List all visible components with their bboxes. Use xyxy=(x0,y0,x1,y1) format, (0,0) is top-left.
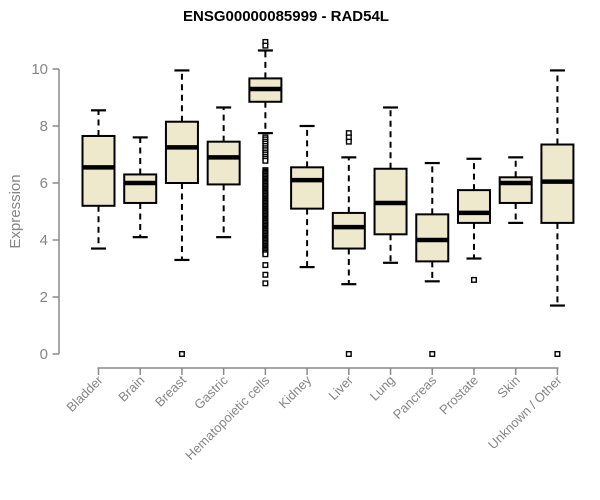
y-tick-label: 6 xyxy=(40,175,48,192)
outlier-point xyxy=(262,157,269,164)
x-tick-label-unknown-other: Unknown / Other xyxy=(485,372,565,452)
x-tick-label-liver: Liver xyxy=(325,372,356,403)
boxplot-brain xyxy=(123,136,158,239)
box-iqr xyxy=(206,140,241,186)
box-iqr xyxy=(123,173,158,204)
boxplot-bladder xyxy=(81,109,116,250)
outlier-point xyxy=(178,351,185,358)
x-tick-label-prostate: Prostate xyxy=(436,373,481,418)
y-tick-label: 0 xyxy=(40,346,48,363)
y-axis-title: Expression xyxy=(7,174,24,248)
outlier-point xyxy=(345,351,352,358)
boxplot-unknown-other xyxy=(540,69,575,358)
y-tick-label: 8 xyxy=(40,118,48,135)
x-tick-label-breast: Breast xyxy=(152,372,189,409)
boxplot-breast xyxy=(164,69,199,358)
y-tick-label: 10 xyxy=(31,61,48,78)
boxplot-liver xyxy=(331,130,366,358)
boxplot-pancreas xyxy=(415,161,450,358)
x-tick-label-bladder: Bladder xyxy=(63,372,106,415)
boxplot-gastric xyxy=(206,106,241,239)
box-iqr xyxy=(456,189,491,224)
box-iqr xyxy=(81,134,116,207)
y-tick-label: 4 xyxy=(40,232,48,249)
y-axis: 0 2 4 6 8 10 Expression xyxy=(7,61,60,363)
x-tick-label-skin: Skin xyxy=(494,373,522,401)
outlier-point xyxy=(429,351,436,358)
boxplot-lung xyxy=(373,106,408,264)
box-iqr xyxy=(164,120,199,184)
x-tick-label-brain: Brain xyxy=(115,373,147,405)
box-iqr xyxy=(331,211,366,250)
x-tick-label-pancreas: Pancreas xyxy=(390,372,440,422)
outlier-point xyxy=(262,42,269,49)
boxplot-prostate xyxy=(456,157,491,283)
boxplot-hematopoietic-cells xyxy=(248,38,283,287)
outlier-point xyxy=(262,262,269,269)
box-iqr xyxy=(290,166,325,210)
outlier-point xyxy=(554,351,561,358)
outlier-point xyxy=(345,138,352,145)
x-tick-label-kidney: Kidney xyxy=(276,372,315,411)
outlier-point xyxy=(262,271,269,278)
chart-title: ENSG00000085999 - RAD54L xyxy=(183,8,389,25)
boxplot-skin xyxy=(498,156,533,224)
x-tick-label-lung: Lung xyxy=(367,373,398,404)
boxplot-kidney xyxy=(290,124,325,269)
outlier-point xyxy=(262,251,269,258)
x-tick-label-gastric: Gastric xyxy=(191,372,231,412)
y-tick-label: 2 xyxy=(40,289,48,306)
outlier-point xyxy=(470,276,477,283)
outlier-point xyxy=(262,280,269,287)
